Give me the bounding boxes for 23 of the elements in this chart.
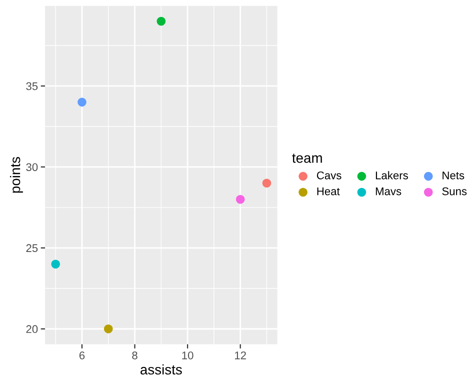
legend-label: Heat xyxy=(317,187,340,196)
x-tick-label: 6 xyxy=(79,352,85,360)
legend-label: Cavs xyxy=(316,171,342,180)
x-tick-label: 10 xyxy=(182,352,194,360)
legend-label: Suns xyxy=(442,187,467,196)
legend-title: team xyxy=(292,154,322,163)
point xyxy=(156,16,166,26)
legend-label: Lakers xyxy=(376,171,408,180)
y-axis-title: points xyxy=(10,157,23,193)
point xyxy=(51,260,60,269)
legend-label: Nets xyxy=(442,172,464,180)
y-tick-label: 25 xyxy=(26,244,38,252)
y-tick-label: 35 xyxy=(26,82,38,90)
y-tick-label: 20 xyxy=(26,325,38,334)
point xyxy=(236,194,245,204)
x-tick-label: 8 xyxy=(132,352,138,360)
y-tick-label: 30 xyxy=(26,163,38,172)
x-axis-title: assists xyxy=(140,364,182,375)
legend-label: Mavs xyxy=(376,187,402,196)
x-tick-label: 12 xyxy=(235,352,246,360)
point xyxy=(104,324,113,334)
point xyxy=(262,178,272,188)
point xyxy=(78,98,86,107)
